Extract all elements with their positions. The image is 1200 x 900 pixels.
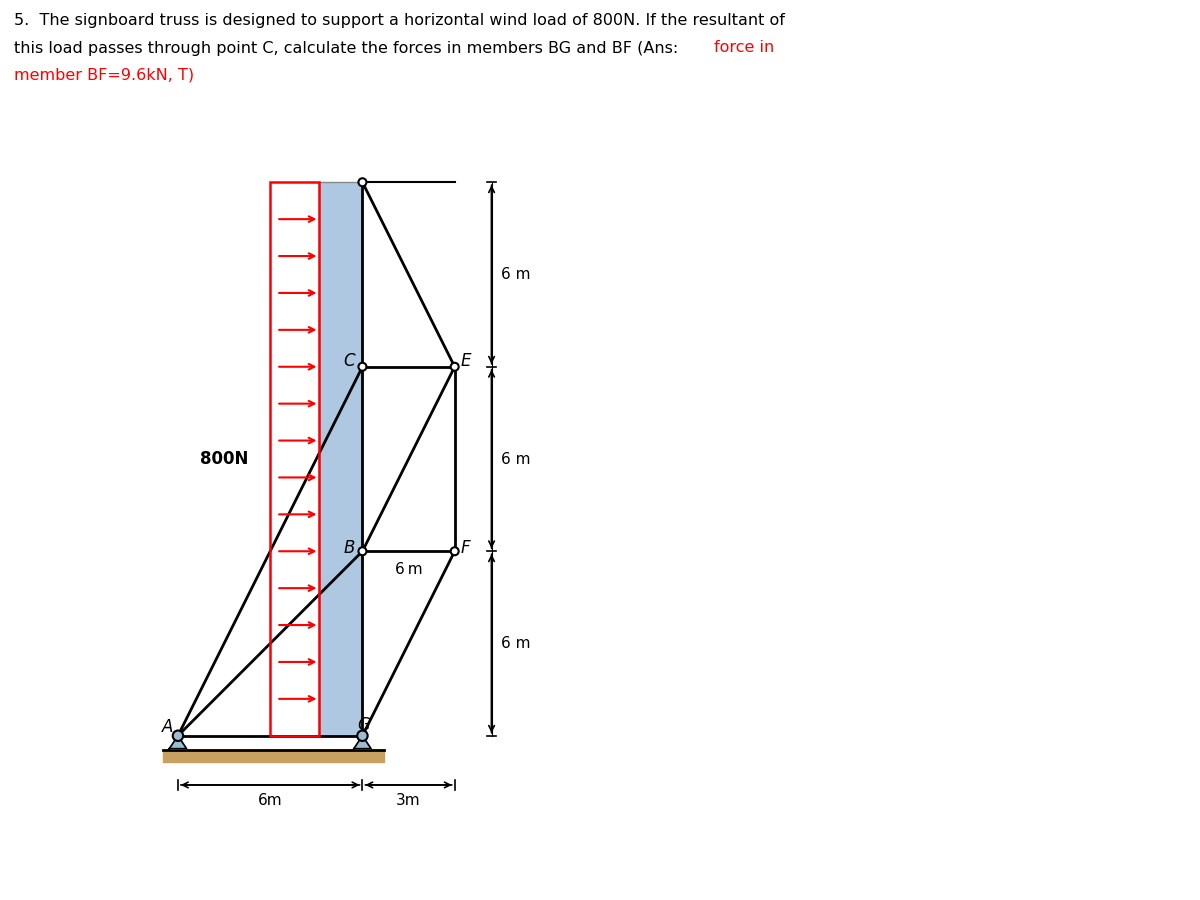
Text: F: F xyxy=(461,539,470,557)
Text: B: B xyxy=(344,539,355,557)
Circle shape xyxy=(359,363,366,371)
Text: force in: force in xyxy=(714,40,774,56)
Polygon shape xyxy=(169,736,186,749)
Text: 6 m: 6 m xyxy=(500,452,530,466)
Circle shape xyxy=(451,547,458,555)
Circle shape xyxy=(173,731,184,741)
Circle shape xyxy=(359,178,366,186)
Text: 6 m: 6 m xyxy=(395,562,422,577)
Circle shape xyxy=(451,363,458,371)
Text: C: C xyxy=(343,352,355,370)
Text: G: G xyxy=(358,716,371,734)
Text: 3m: 3m xyxy=(396,793,421,808)
Text: 6 m: 6 m xyxy=(500,267,530,282)
Text: this load passes through point C, calculate the forces in members BG and BF (Ans: this load passes through point C, calcul… xyxy=(14,40,684,56)
Polygon shape xyxy=(354,736,371,749)
Text: 6m: 6m xyxy=(258,793,282,808)
Text: 800N: 800N xyxy=(200,450,248,468)
Circle shape xyxy=(358,731,367,741)
Text: A: A xyxy=(162,717,173,735)
Bar xyxy=(319,183,362,736)
Text: 6 m: 6 m xyxy=(500,636,530,651)
Text: member BF=9.6kN, T): member BF=9.6kN, T) xyxy=(14,68,194,83)
Bar xyxy=(270,183,319,736)
Circle shape xyxy=(359,547,366,555)
Text: 5.  The signboard truss is designed to support a horizontal wind load of 800N. I: 5. The signboard truss is designed to su… xyxy=(14,14,785,29)
Text: E: E xyxy=(460,352,470,370)
